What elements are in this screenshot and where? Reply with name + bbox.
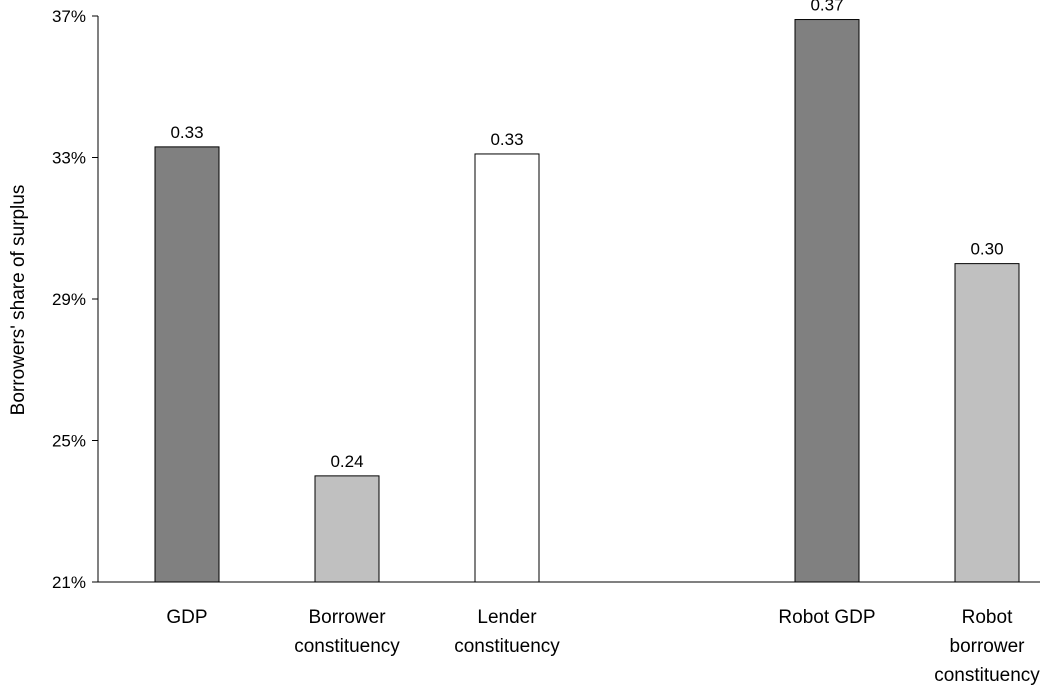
x-category-label: Borrower xyxy=(308,607,386,628)
y-tick-label: 29% xyxy=(52,290,86,309)
y-axis-label: Borrowers' share of surplus xyxy=(8,185,29,416)
x-category-label: borrower xyxy=(950,636,1026,657)
y-tick-label: 33% xyxy=(52,149,86,168)
bar xyxy=(794,19,860,583)
bar xyxy=(954,263,1020,583)
data-label: 0.30 xyxy=(970,240,1003,259)
data-label: 0.37 xyxy=(810,0,843,15)
labels: 0.33 GDP 0.24 Borrower constituency 0.33 Lende… xyxy=(166,0,1040,686)
data-label: 0.24 xyxy=(330,452,363,471)
x-category-label: Lender xyxy=(477,607,537,628)
y-tick-label: 25% xyxy=(52,432,86,451)
bar xyxy=(154,146,220,583)
data-label: 0.33 xyxy=(170,123,203,142)
x-category-label: constituency xyxy=(294,636,400,657)
x-category-label: GDP xyxy=(166,607,207,628)
bars xyxy=(154,19,1020,583)
x-category-label: Robot xyxy=(962,607,1013,628)
x-category-label: constituency xyxy=(454,636,560,657)
y-tick-label: 21% xyxy=(52,573,86,592)
bar xyxy=(474,153,540,583)
x-category-label: Robot GDP xyxy=(778,607,875,628)
axes: 21% 25% 29% 33% 37% xyxy=(52,7,1040,592)
bar xyxy=(314,475,380,583)
y-tick-label: 37% xyxy=(52,7,86,26)
x-category-label: constituency xyxy=(934,665,1040,686)
data-label: 0.33 xyxy=(490,130,523,149)
